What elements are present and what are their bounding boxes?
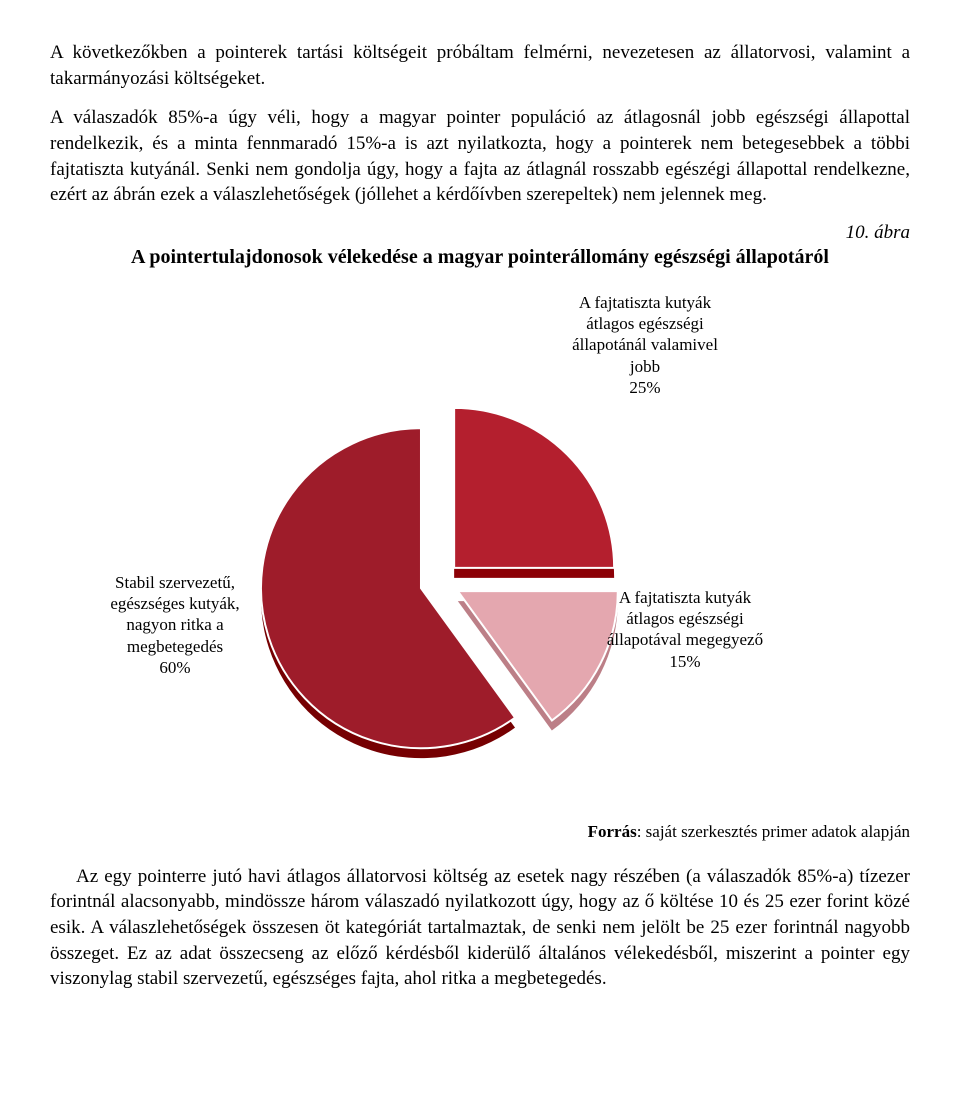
source-prefix: Forrás — [588, 822, 637, 841]
source-text: : saját szerkesztés primer adatok alapjá… — [637, 822, 910, 841]
pie-label-better: A fajtatiszta kutyák átlagos egészségi á… — [560, 292, 730, 398]
figure-number: 10. ábra — [50, 222, 910, 244]
pie-chart: A fajtatiszta kutyák átlagos egészségi á… — [100, 292, 860, 812]
pie-label-stable: Stabil szervezetű, egészséges kutyák, na… — [90, 572, 260, 678]
chart-source: Forrás: saját szerkesztés primer adatok … — [50, 822, 910, 842]
intro-paragraph-1: A következőkben a pointerek tartási költ… — [50, 40, 910, 91]
body-paragraph-3: Az egy pointerre jutó havi átlagos állat… — [50, 864, 910, 992]
chart-title: A pointertulajdonosok vélekedése a magya… — [50, 244, 910, 270]
pie-label-equal: A fajtatiszta kutyák átlagos egészségi á… — [600, 587, 770, 672]
intro-paragraph-2: A válaszadók 85%-a úgy véli, hogy a magy… — [50, 105, 910, 208]
pie-slice — [454, 408, 614, 568]
pie-svg — [240, 382, 640, 782]
